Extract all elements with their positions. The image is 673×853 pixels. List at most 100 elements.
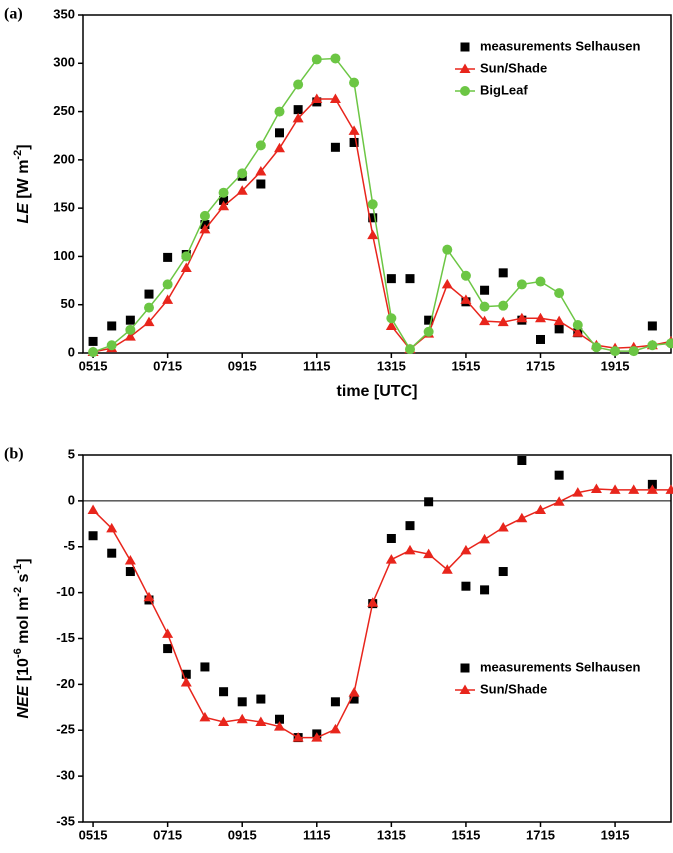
marker-square	[349, 694, 359, 704]
marker-triangle	[646, 484, 658, 494]
plot-frame	[82, 454, 672, 823]
y-tick-label: 250	[53, 103, 75, 118]
marker-triangle	[106, 522, 118, 533]
x-tick-label: 0915	[228, 827, 257, 842]
y-tick-label: 150	[53, 200, 75, 215]
marker-square	[219, 195, 229, 205]
marker-triangle	[273, 721, 285, 731]
marker-circle	[293, 79, 304, 90]
series-line	[92, 57, 672, 353]
marker-triangle	[199, 223, 211, 234]
marker-triangle	[162, 294, 174, 304]
x-tick-label: 1515	[451, 358, 480, 373]
marker-circle	[330, 53, 341, 64]
marker-triangle	[534, 312, 546, 323]
marker-triangle	[441, 564, 453, 574]
marker-triangle	[292, 112, 304, 123]
marker-square	[647, 321, 657, 331]
y-axis-title-part: -2	[12, 150, 24, 160]
plot-area	[87, 456, 673, 743]
marker-circle	[386, 313, 397, 324]
legend-label: measurements Selhausen	[480, 659, 640, 674]
y-axis-title-part: -6	[12, 648, 24, 658]
y-axis-title-part: ]	[15, 144, 32, 149]
marker-circle	[367, 199, 378, 210]
marker-square	[237, 697, 247, 707]
x-tick-label: 1515	[451, 827, 480, 842]
x-axis-title: time [UTC]	[337, 383, 418, 400]
legend: measurements Selhausen Sun/Shade BigLeaf	[455, 38, 640, 97]
marker-square	[424, 497, 434, 507]
marker-triangle	[479, 533, 491, 544]
marker-circle	[460, 86, 470, 96]
y-tick-label: -10	[56, 584, 75, 599]
marker-triangle	[180, 262, 192, 273]
y-tick-label: 5	[68, 446, 75, 461]
marker-triangle	[385, 320, 397, 330]
marker-circle	[274, 106, 285, 117]
marker-square	[405, 274, 415, 284]
marker-triangle	[516, 512, 528, 523]
marker-triangle	[460, 294, 472, 304]
x-tick-label: 1715	[526, 827, 555, 842]
marker-square	[293, 105, 303, 115]
legend: measurements Selhausen Sun/Shade	[455, 659, 640, 696]
x-tick-label: 1115	[303, 827, 331, 842]
marker-circle	[442, 244, 453, 255]
marker-triangle	[516, 312, 528, 323]
y-tick-label: -15	[56, 630, 75, 645]
marker-square	[554, 470, 564, 480]
marker-circle	[535, 276, 546, 287]
x-tick-label: 0715	[153, 827, 182, 842]
marker-triangle	[367, 229, 379, 240]
marker-triangle	[162, 628, 174, 638]
marker-circle	[554, 288, 565, 299]
x-tick-label: 0915	[228, 358, 257, 373]
marker-triangle	[255, 165, 267, 176]
marker-circle	[666, 338, 673, 349]
marker-square	[498, 268, 508, 278]
marker-triangle	[348, 125, 360, 135]
marker-square	[498, 567, 508, 577]
marker-triangle	[236, 185, 248, 195]
panel-label: (a)	[4, 6, 23, 23]
marker-circle	[423, 326, 434, 337]
x-tick-label: 1715	[526, 358, 555, 373]
marker-square	[107, 548, 117, 558]
y-axis-title-part: s	[15, 573, 32, 586]
marker-triangle	[590, 483, 602, 493]
y-tick-label: -5	[63, 538, 75, 553]
x-tick-label: 0515	[79, 827, 108, 842]
y-tick-label: 0	[68, 344, 75, 359]
y-tick-label: 350	[53, 6, 75, 21]
marker-square	[330, 142, 340, 152]
y-axis-title-part: mol m	[15, 597, 32, 649]
marker-circle	[479, 301, 490, 312]
legend-label: measurements Selhausen	[480, 38, 640, 53]
marker-triangle	[665, 484, 673, 494]
legend-label: Sun/Shade	[480, 60, 547, 75]
marker-square	[480, 585, 490, 595]
marker-circle	[218, 187, 229, 198]
marker-triangle	[311, 732, 323, 742]
series-line	[92, 488, 671, 739]
marker-circle	[143, 302, 154, 313]
y-axis-title-part: [W m	[15, 160, 32, 204]
marker-square	[125, 567, 135, 577]
marker-triangle	[124, 555, 136, 565]
marker-triangle	[143, 591, 155, 602]
marker-square	[386, 533, 396, 543]
marker-triangle	[553, 315, 565, 326]
y-axis-title-part: -1	[12, 564, 24, 574]
marker-triangle	[553, 496, 565, 506]
marker-square	[405, 521, 415, 531]
marker-square	[107, 321, 117, 331]
marker-circle	[591, 342, 602, 353]
marker-triangle	[236, 713, 248, 724]
plot-frame	[82, 14, 672, 354]
x-tick-label: 1115	[303, 358, 331, 373]
y-tick-label: 50	[61, 296, 75, 311]
y-tick-label: -20	[56, 676, 75, 691]
y-axis-title-part: [10	[15, 658, 32, 686]
